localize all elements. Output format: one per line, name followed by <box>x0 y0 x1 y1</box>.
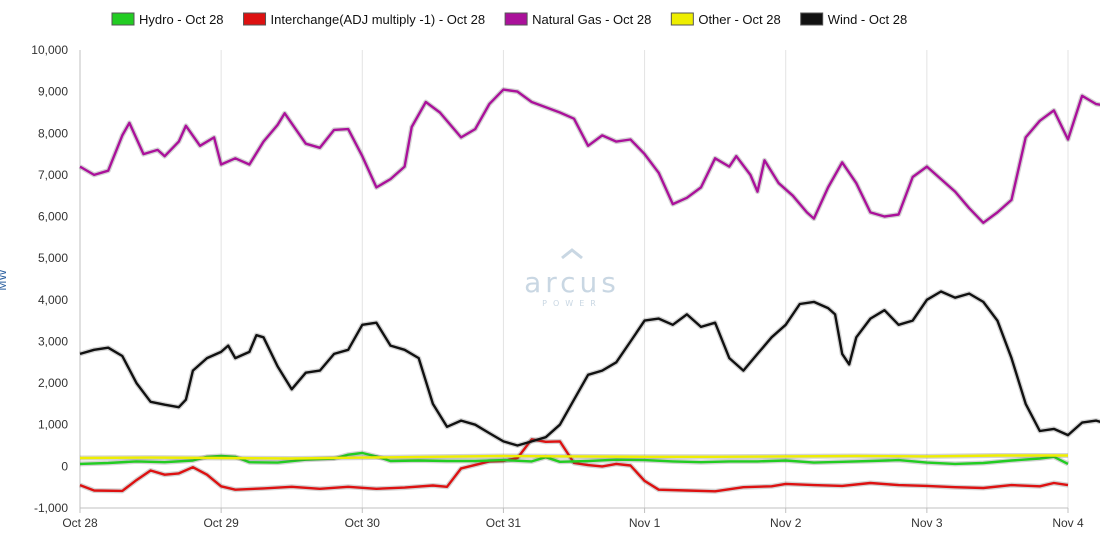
legend-item[interactable]: Wind - Oct 28 <box>800 12 907 27</box>
y-tick-label: 0 <box>61 459 68 473</box>
legend-item[interactable]: Interchange(ADJ multiply -1) - Oct 28 <box>243 12 486 27</box>
y-tick-label: 3,000 <box>38 334 68 348</box>
legend-label: Hydro - Oct 28 <box>139 12 224 27</box>
y-tick-label: 7,000 <box>38 168 68 182</box>
legend-label: Natural Gas - Oct 28 <box>532 12 651 27</box>
legend-label: Interchange(ADJ multiply -1) - Oct 28 <box>271 12 486 27</box>
x-tick-label: Oct 28 <box>62 516 98 530</box>
legend-item[interactable]: Natural Gas - Oct 28 <box>504 12 651 27</box>
y-tick-label: 10,000 <box>31 43 68 57</box>
series-line <box>79 88 1100 225</box>
legend-item[interactable]: Other - Oct 28 <box>670 12 781 27</box>
y-tick-label: 4,000 <box>38 293 68 307</box>
series-shadow <box>79 436 1069 494</box>
y-tick-label: -1,000 <box>34 501 68 515</box>
legend-swatch <box>800 12 824 26</box>
x-tick-label: Oct 29 <box>203 516 239 530</box>
series-line <box>79 451 1069 466</box>
series-line <box>79 438 1069 493</box>
x-tick-label: Oct 30 <box>345 516 381 530</box>
y-tick-label: 8,000 <box>38 126 68 140</box>
y-tick-label: 9,000 <box>38 85 68 99</box>
y-tick-label: 1,000 <box>38 418 68 432</box>
series-line <box>79 454 1068 460</box>
chart-legend: Hydro - Oct 28 Interchange(ADJ multiply -… <box>111 12 907 27</box>
legend-swatch <box>111 12 135 26</box>
y-axis-label: MW <box>0 269 9 291</box>
legend-item[interactable]: Hydro - Oct 28 <box>111 12 224 27</box>
logo-subtext: POWER <box>542 299 602 308</box>
legend-swatch <box>670 12 694 26</box>
legend-swatch <box>504 12 528 26</box>
legend-label: Other - Oct 28 <box>698 12 780 27</box>
series-shadow <box>79 289 1100 448</box>
logo-chevron-icon <box>561 248 583 260</box>
y-tick-label: 6,000 <box>38 210 68 224</box>
x-tick-label: Nov 1 <box>629 516 661 530</box>
series-line <box>79 290 1100 447</box>
y-axis-ticks: -1,000 0 1,000 2,000 3,000 4,000 5,000 6,000 7,0… <box>31 43 68 515</box>
y-tick-label: 2,000 <box>38 376 68 390</box>
x-tick-label: Nov 4 <box>1052 516 1084 530</box>
y-tick-label: 5,000 <box>38 251 68 265</box>
x-tick-label: Nov 3 <box>911 516 943 530</box>
x-tick-label: Oct 31 <box>486 516 522 530</box>
grid-lines <box>79 50 1069 508</box>
legend-swatch <box>243 12 267 26</box>
series-shadow <box>78 87 1100 226</box>
logo-text: arcus <box>524 266 620 299</box>
axes <box>79 50 1068 509</box>
x-axis-ticks: Oct 28 Oct 29 Oct 30 Oct 31 Nov 1 Nov 2 Nov 3 N… <box>62 508 1084 530</box>
x-tick-label: Nov 2 <box>770 516 802 530</box>
legend-label: Wind - Oct 28 <box>828 12 907 27</box>
series-layer <box>78 87 1100 494</box>
